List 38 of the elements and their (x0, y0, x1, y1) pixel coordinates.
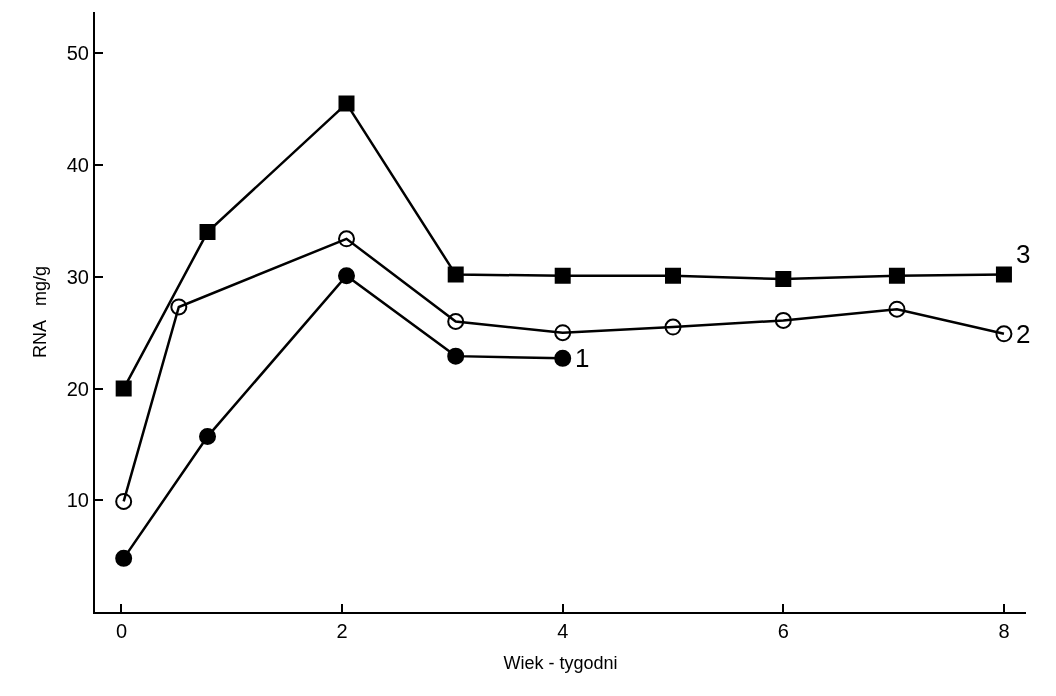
point (554, 324, 572, 342)
y-tick-label: 20 (66, 377, 89, 400)
point (888, 267, 905, 284)
point (115, 380, 132, 397)
series-label: 1 (575, 343, 590, 373)
x-tick-label: 0 (115, 620, 128, 642)
y-axis-title: RNA mg/g (30, 265, 51, 359)
point (338, 267, 355, 285)
series-label: 2 (1016, 319, 1031, 349)
point (170, 298, 188, 316)
point (338, 230, 355, 248)
point (447, 347, 465, 365)
point (995, 266, 1012, 283)
series-label: 3 (1016, 239, 1031, 269)
point (115, 492, 133, 510)
point (888, 300, 906, 318)
y-tick-label: 10 (66, 489, 89, 512)
point (199, 224, 216, 241)
y-tick-label: 40 (66, 154, 89, 177)
y-tick-label: 50 (66, 42, 89, 65)
x-tick-label: 4 (557, 620, 569, 642)
point (447, 266, 464, 283)
point (115, 549, 133, 567)
point (199, 428, 217, 446)
point (664, 318, 682, 336)
x-tick-label: 8 (998, 620, 1010, 642)
point (338, 95, 355, 112)
point (775, 271, 792, 288)
x-tick-label: 6 (777, 620, 789, 642)
x-tick-label: 2 (336, 620, 348, 642)
y-tick-label: 30 (66, 265, 89, 288)
point (774, 311, 792, 329)
x-axis-title: Wiek - tygodni (503, 652, 618, 673)
point (554, 267, 571, 284)
point (447, 313, 465, 330)
point (995, 325, 1013, 343)
point (665, 267, 682, 284)
point (554, 349, 572, 367)
